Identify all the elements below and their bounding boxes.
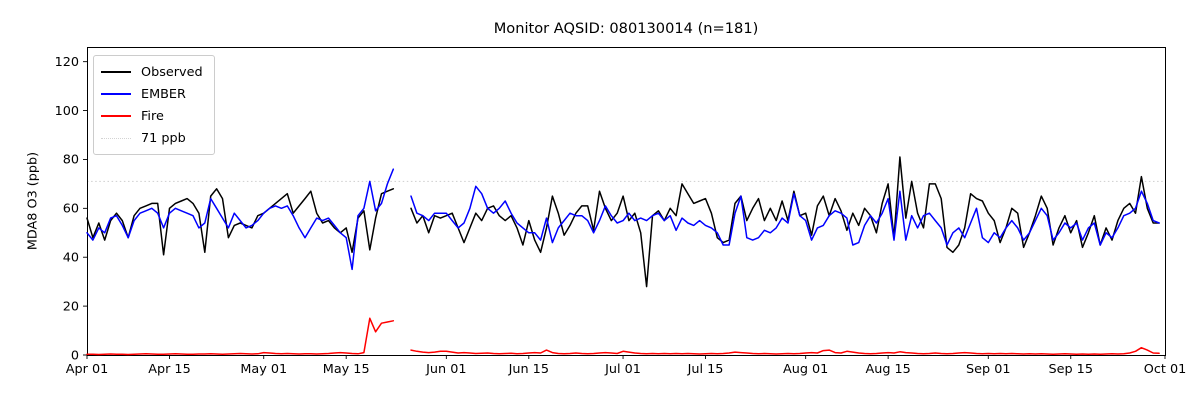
- observed-line-swatch: [101, 71, 131, 73]
- series-line-ember: [410, 185, 1160, 246]
- y-tick-label: 20: [63, 299, 79, 314]
- y-tick-label: 60: [63, 202, 79, 217]
- x-tick-label: Jun 01: [425, 362, 466, 377]
- legend-entry-observed: Observed: [101, 61, 206, 83]
- legend-label: 71 ppb: [141, 130, 186, 146]
- plot-frame: [87, 47, 1166, 356]
- legend-entry-fire: Fire: [101, 105, 206, 127]
- x-tick-label: Oct 01: [1144, 362, 1186, 377]
- legend-entry-threshold: 71 ppb: [101, 127, 206, 149]
- fire-line-swatch: [101, 115, 131, 117]
- y-tick-label: 0: [71, 348, 79, 363]
- series-line-observed: [86, 188, 395, 256]
- y-axis-label: MDA8 O3 (ppb): [25, 151, 41, 251]
- y-tick-label: 40: [63, 251, 79, 266]
- ember-line-swatch: [101, 93, 131, 95]
- x-tick-label: Jul 01: [604, 362, 641, 377]
- x-tick-label: Aug 15: [865, 362, 910, 377]
- x-tick-label: Jul 15: [687, 362, 724, 377]
- series-line-fire: [86, 317, 395, 356]
- legend-entry-ember: EMBER: [101, 83, 206, 105]
- series-line-ember: [86, 168, 395, 271]
- series-line-fire: [410, 346, 1160, 356]
- x-tick-label: Apr 15: [148, 362, 191, 377]
- chart-title: Monitor AQSID: 080130014 (n=181): [493, 20, 759, 37]
- x-tick-label: Sep 01: [966, 362, 1010, 377]
- y-tick-label: 120: [55, 55, 79, 70]
- y-tick-label: 80: [63, 153, 79, 168]
- x-tick-label: May 15: [323, 362, 370, 377]
- x-tick-label: Apr 01: [66, 362, 109, 377]
- legend-label: Fire: [141, 108, 164, 124]
- x-tick-label: Aug 01: [783, 362, 828, 377]
- x-tick-label: Jun 15: [508, 362, 549, 377]
- legend-label: EMBER: [141, 86, 186, 102]
- threshold-line-swatch: [101, 137, 131, 139]
- x-tick-label: May 01: [240, 362, 287, 377]
- legend: Observed EMBER Fire 71 ppb: [93, 55, 215, 155]
- x-tick-label: Sep 15: [1049, 362, 1093, 377]
- series-line-observed: [410, 156, 1160, 288]
- y-tick-label: 100: [55, 104, 79, 119]
- legend-label: Observed: [141, 64, 203, 80]
